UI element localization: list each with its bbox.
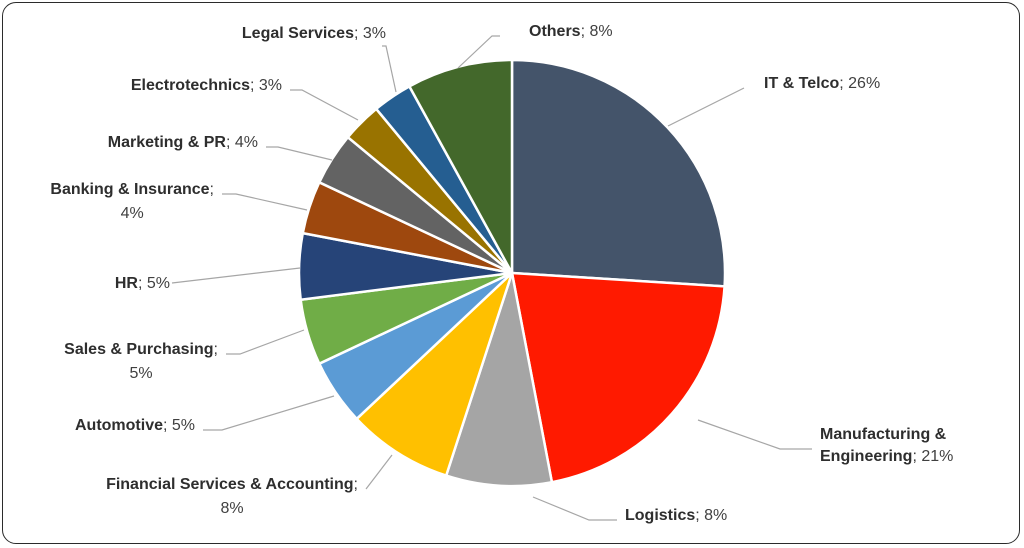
data-label-4: Financial Services & Accounting; xyxy=(106,476,358,493)
data-label-5: Automotive; 5% xyxy=(75,417,195,434)
leader-line-9 xyxy=(266,146,333,161)
data-label-3: Logistics; 8% xyxy=(625,507,727,524)
data-label-11: Legal Services; 3% xyxy=(242,25,386,42)
leader-line-7 xyxy=(171,267,301,284)
data-labels: IT & Telco; 26% Manufacturing & Engineerin… xyxy=(50,23,953,524)
leader-line-5 xyxy=(203,395,335,431)
data-label-10: Electrotechnics; 3% xyxy=(131,77,282,94)
data-label-1: IT & Telco; 26% xyxy=(764,75,880,92)
data-label-7: HR; 5% xyxy=(115,275,170,292)
pie-slice-3 xyxy=(444,272,554,488)
leader-lines xyxy=(171,35,812,521)
pie-slices xyxy=(297,58,727,488)
data-label-4-value: 8% xyxy=(220,500,243,517)
leader-line-1 xyxy=(667,87,745,127)
pie-slice-2 xyxy=(510,271,726,484)
pie-slice-1 xyxy=(510,58,727,288)
leader-line-4 xyxy=(365,454,393,490)
leader-line-8 xyxy=(222,193,308,211)
data-label-8: Banking & Insurance; xyxy=(50,181,214,198)
leader-line-10 xyxy=(290,89,359,121)
leader-line-12 xyxy=(457,35,500,69)
data-label-2-line2: Engineering; 21% xyxy=(820,448,953,465)
data-label-2: Manufacturing & xyxy=(820,426,947,443)
data-label-9: Marketing & PR; 4% xyxy=(108,134,258,151)
leader-line-3 xyxy=(532,496,617,521)
pie-slice-4 xyxy=(354,272,514,478)
data-label-6-value: 5% xyxy=(130,365,153,382)
data-label-12: Others; 8% xyxy=(529,23,613,40)
data-label-6: Sales & Purchasing; xyxy=(64,341,218,358)
data-label-8-value: 4% xyxy=(121,205,144,222)
leader-line-6 xyxy=(226,329,305,355)
leader-line-2 xyxy=(697,419,812,450)
leader-line-11 xyxy=(382,45,397,93)
